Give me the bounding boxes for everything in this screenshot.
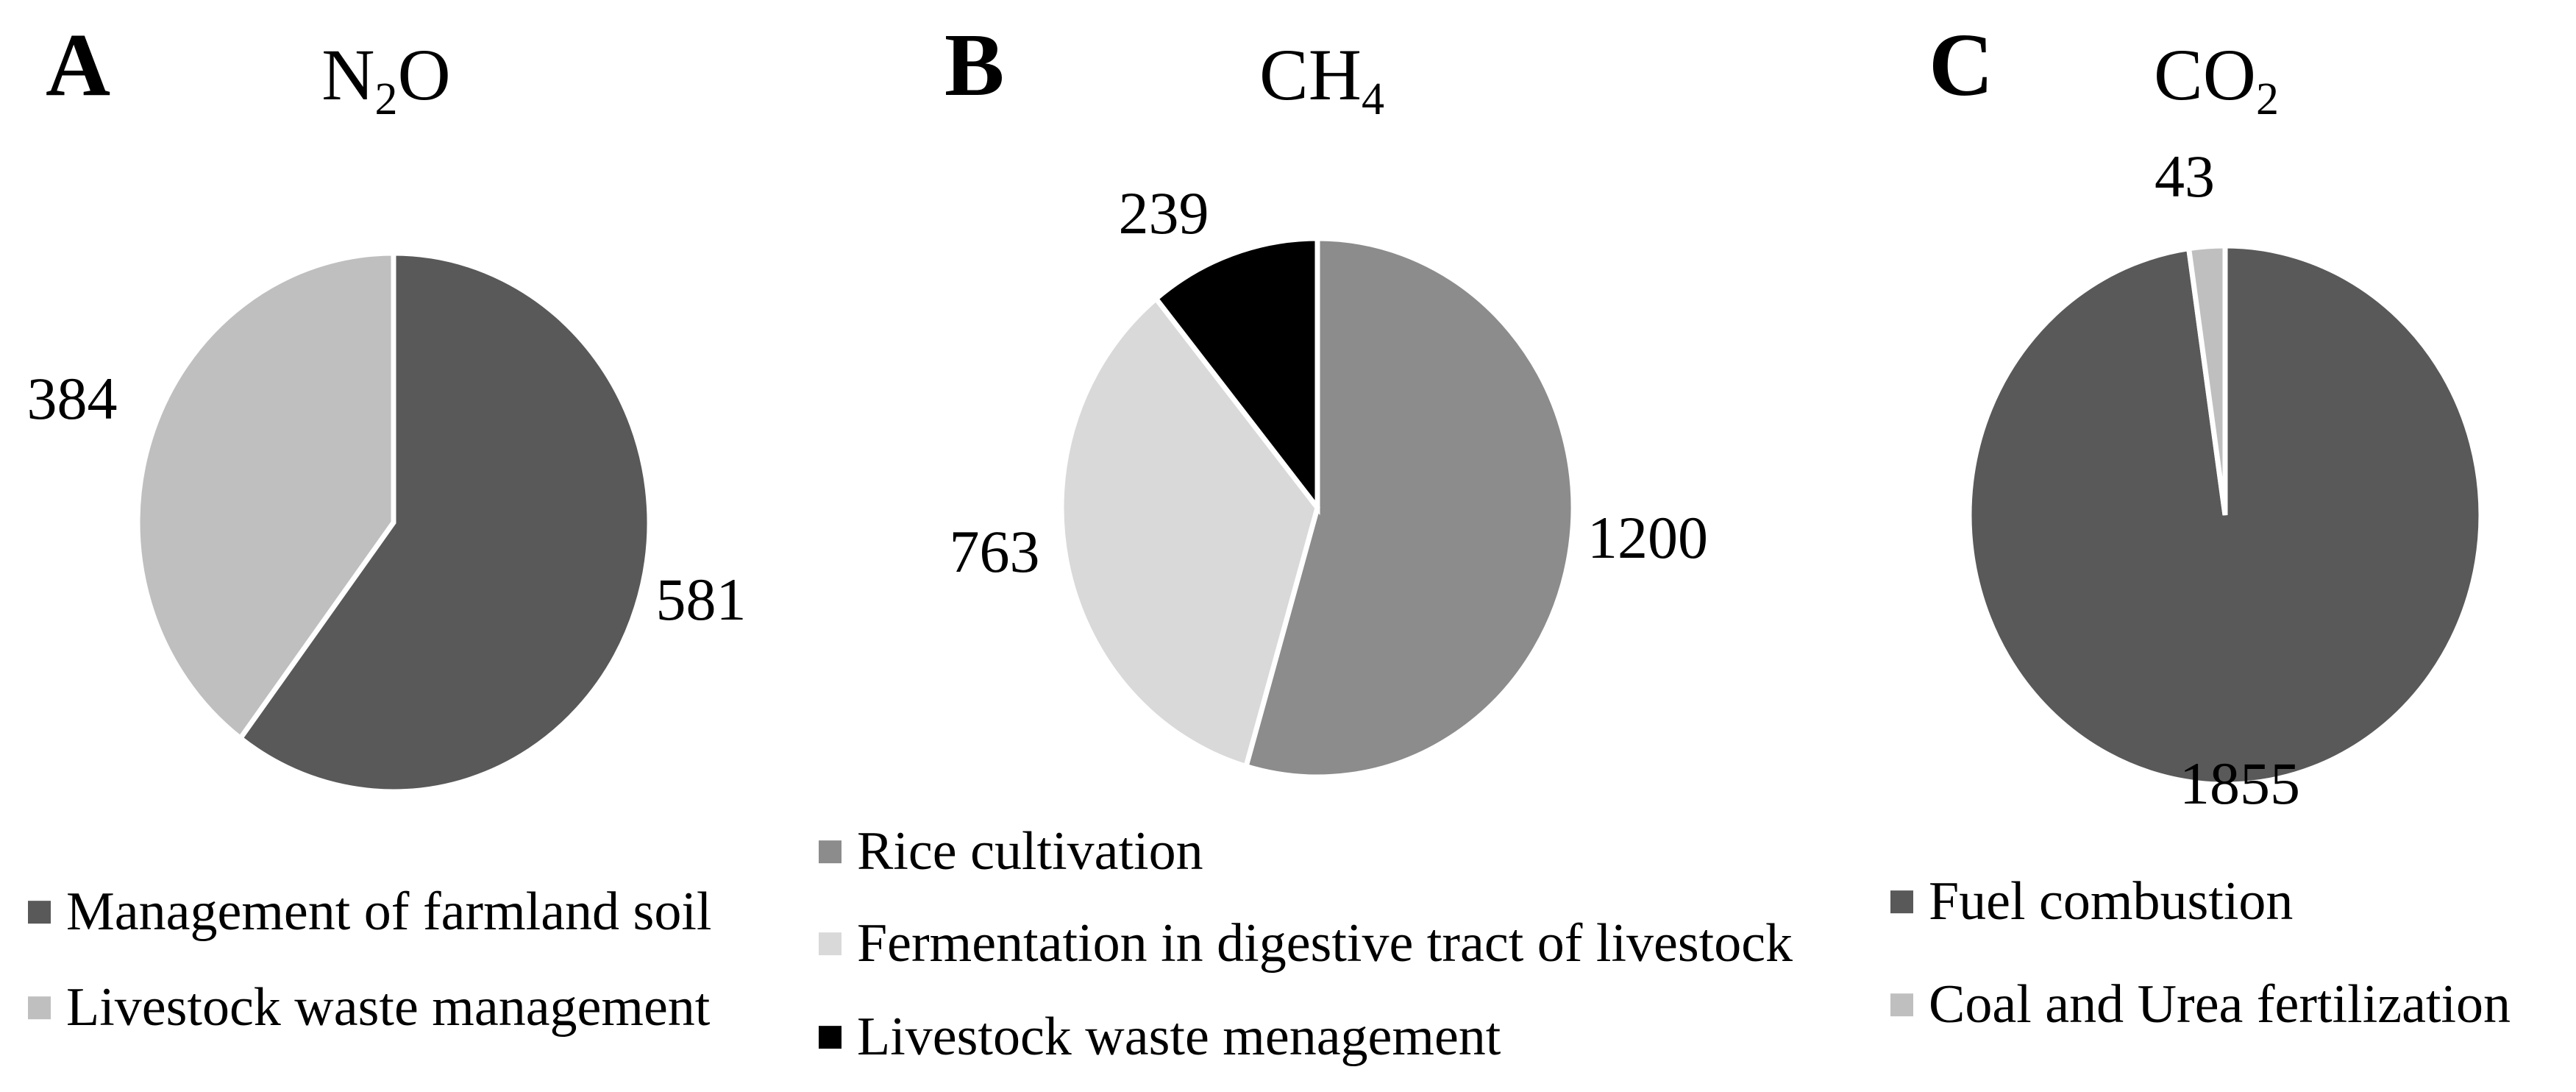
pie-slice-fermentation-in-digestive-tract-of-livestock (1058, 294, 1320, 770)
legend-label: Management of farmland soil (66, 882, 712, 943)
pie-title-formula: CO (2154, 34, 2256, 116)
legend-label: Rice cultivation (857, 821, 1203, 882)
legend-row-coal-and-urea-fertilization: Coal and Urea fertilization (1890, 976, 2511, 1034)
pie-title-formula: CH (1259, 34, 1362, 116)
value-label-rice-cultivation: 1200 (1587, 504, 1708, 571)
legend-row-livestock-waste-menagement: Livestock waste menagement (819, 1007, 1501, 1068)
pie-chart-b (1058, 235, 1576, 780)
value-label-fermentation-in-digestive-tract-of-livestock: 763 (949, 518, 1040, 585)
pie-slice-management-of-farmland-soil (237, 250, 652, 795)
panel-letter: C (1929, 15, 1994, 115)
legend-label: Fuel combustion (1929, 871, 2294, 932)
legend-marker-icon (1890, 993, 1913, 1017)
pie-chart-c (1966, 243, 2484, 787)
value-label-management-of-farmland-soil: 581 (655, 566, 747, 633)
pie-title-subscript: 2 (374, 74, 398, 124)
panel-letter: A (46, 15, 111, 115)
pie-slice-coal-and-urea-fertilization (2185, 243, 2228, 516)
legend-row-livestock-waste-management: Livestock waste management (28, 979, 710, 1037)
legend-row-fermentation-in-digestive-tract-of-livestock: Fermentation in digestive tract of lives… (819, 915, 1793, 973)
legend-marker-icon (819, 840, 842, 864)
legend-row-fuel-combustion: Fuel combustion (1890, 873, 2293, 931)
pie-title-subscript: 2 (2255, 74, 2279, 124)
value-label-livestock-waste-menagement: 239 (1118, 180, 1209, 247)
pie-slice-rice-cultivation (1242, 235, 1576, 780)
legend-marker-icon (819, 1026, 842, 1049)
legend-label: Livestock waste menagement (857, 1007, 1501, 1068)
pie-slice-livestock-waste-management (135, 250, 396, 742)
legend-label: Livestock waste management (66, 977, 711, 1038)
legend-label: Coal and Urea fertilization (1929, 974, 2511, 1035)
value-label-livestock-waste-management: 384 (26, 365, 118, 432)
pie-title-formula: N (321, 34, 375, 116)
value-label-fuel-combustion: 1855 (2180, 750, 2300, 817)
pie-slice-livestock-waste-menagement (1152, 235, 1320, 516)
pie-title-formula-end: O (397, 34, 451, 116)
legend-marker-icon (819, 932, 842, 956)
pie-title-subscript: 4 (1361, 74, 1384, 124)
legend-row-management-of-farmland-soil: Management of farmland soil (28, 882, 712, 943)
legend-marker-icon (28, 996, 51, 1020)
pie-title: CH4 (1259, 38, 1384, 122)
legend-label: Fermentation in digestive tract of lives… (857, 913, 1793, 974)
value-label-coal-and-urea-fertilization: 43 (2155, 143, 2215, 210)
pie-title: CO2 (2154, 38, 2279, 122)
pie-title: N2O (321, 38, 450, 122)
legend-marker-icon (1890, 890, 1913, 914)
panel-letter: B (944, 15, 1005, 115)
legend-marker-icon (28, 901, 51, 924)
pie-chart-a (135, 250, 652, 795)
legend-row-rice-cultivation: Rice cultivation (819, 823, 1203, 881)
